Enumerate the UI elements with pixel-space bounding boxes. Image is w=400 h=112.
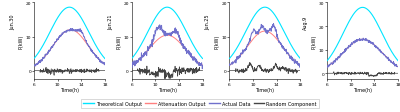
Legend: Theoretical Output, Attenuation Output, Actual Data, Random Component: Theoretical Output, Attenuation Output, …	[81, 99, 319, 108]
Text: Aug.9: Aug.9	[304, 15, 308, 29]
X-axis label: Time(h): Time(h)	[255, 87, 274, 92]
X-axis label: Time(h): Time(h)	[60, 87, 79, 92]
Text: Jun.30: Jun.30	[10, 15, 15, 30]
Y-axis label: P(kW): P(kW)	[214, 34, 219, 48]
Y-axis label: P(kW): P(kW)	[116, 34, 121, 48]
X-axis label: Time(h): Time(h)	[353, 87, 372, 92]
Y-axis label: P(kW): P(kW)	[19, 34, 24, 48]
Text: Jun.25: Jun.25	[206, 15, 211, 30]
Text: Jun.21: Jun.21	[108, 15, 113, 30]
X-axis label: Time(h): Time(h)	[158, 87, 177, 92]
Y-axis label: P(kW): P(kW)	[312, 34, 317, 48]
